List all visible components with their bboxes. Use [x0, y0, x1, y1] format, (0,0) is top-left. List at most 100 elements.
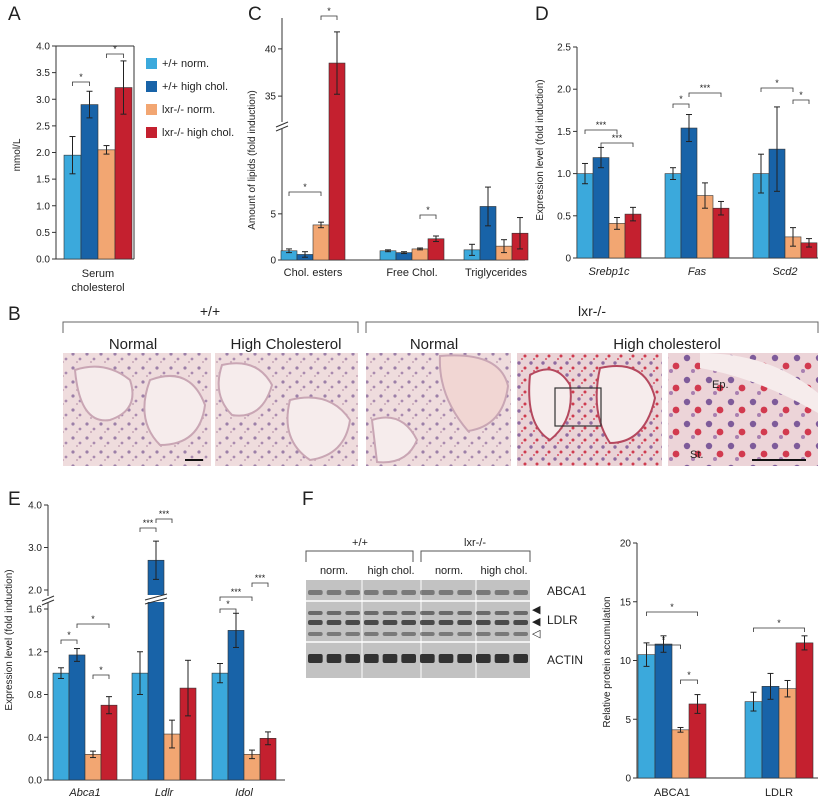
y-tick-label: 0.0 — [28, 776, 42, 787]
blot-band — [420, 654, 435, 663]
scale-bar — [752, 459, 806, 461]
bar — [211, 672, 229, 781]
significance-label: * — [662, 635, 666, 645]
significance-bracket — [600, 142, 634, 147]
bar — [795, 642, 814, 779]
blot-band — [420, 590, 435, 595]
legend: +/+ norm. +/+ high chol. lxr-/- norm. lx… — [146, 58, 234, 139]
blot-band — [382, 632, 398, 636]
significance-label: *** — [231, 587, 242, 597]
blot-band — [513, 632, 528, 636]
label-wt-high: High Cholesterol — [231, 336, 342, 353]
blot-band — [345, 620, 360, 625]
axis-break-mark — [275, 125, 289, 132]
blot-band — [308, 620, 323, 625]
blot-band — [457, 632, 472, 636]
blot-band — [326, 611, 342, 615]
y-tick-label: 0 — [565, 254, 571, 265]
blot-band — [494, 632, 510, 636]
significance-bracket — [680, 679, 698, 684]
blot-band — [476, 620, 491, 625]
significance-bracket — [646, 611, 698, 616]
significance-bracket — [760, 87, 794, 92]
significance-bracket — [219, 608, 237, 613]
blot-band — [401, 611, 416, 615]
blot-band — [438, 620, 454, 625]
blot-band — [457, 654, 472, 663]
significance-label: * — [226, 599, 230, 609]
blot-band — [308, 590, 323, 595]
significance-label: * — [799, 90, 803, 100]
band-label-actin: ACTIN — [547, 653, 583, 667]
significance-label: * — [79, 72, 83, 82]
blot-band — [513, 590, 528, 595]
blot-band — [476, 654, 491, 663]
blot-band — [345, 611, 360, 615]
significance-bracket — [419, 214, 437, 219]
group-label-wt: +/+ — [200, 303, 220, 319]
blot-band — [457, 590, 472, 595]
bar-break-mark — [144, 597, 168, 605]
category-label: cholesterol — [71, 282, 124, 294]
axis-break-mark — [275, 121, 289, 128]
open-arrow-icon: ◁ — [532, 628, 541, 640]
y-tick-label: 2.5 — [36, 121, 50, 132]
bar — [84, 754, 102, 781]
y-tick-label: 1.6 — [28, 605, 42, 616]
y-tick-label: 1.0 — [557, 169, 571, 180]
y-tick-label: 0 — [270, 256, 276, 267]
blot-band — [457, 620, 472, 625]
lumen-shape — [700, 353, 818, 413]
blot-sub-wt-normal: norm. — [320, 565, 348, 577]
blot-group-wt: +/+ — [352, 537, 368, 549]
panel-label-b: B — [8, 304, 21, 325]
blot-band — [364, 632, 379, 636]
blot-band — [382, 611, 398, 615]
y-tick-label: 5 — [625, 715, 631, 726]
axis-break-mark — [41, 595, 55, 602]
category-label: Ldlr — [155, 787, 175, 799]
bar — [52, 672, 70, 781]
blot-band — [476, 590, 491, 595]
category-label: LDLR — [765, 787, 793, 799]
bracket-lxr — [365, 321, 819, 333]
blot-band — [364, 590, 379, 595]
panel-label-f: F — [302, 489, 314, 510]
bar — [312, 224, 330, 261]
significance-bracket — [139, 527, 157, 532]
blot-band — [494, 620, 510, 625]
category-label: Chol. esters — [284, 267, 343, 279]
panel-label-c: C — [248, 4, 262, 25]
blot-band — [438, 632, 454, 636]
significance-label: * — [99, 665, 103, 675]
y-tick-label: 0.0 — [36, 255, 50, 266]
blot-band — [364, 620, 379, 625]
significance-label: * — [775, 78, 779, 88]
western-blot: +/+ lxr-/- norm. high chol. norm. high c… — [305, 537, 587, 678]
y-tick-label: 15 — [620, 597, 632, 608]
significance-label: * — [91, 614, 95, 624]
panel-label-a: A — [8, 4, 21, 25]
blot-band — [308, 632, 323, 636]
y-axis-title: Amount of lipids (fold induction) — [247, 90, 258, 230]
significance-label: *** — [596, 120, 607, 130]
significance-label: *** — [159, 509, 170, 519]
significance-bracket — [288, 191, 322, 196]
blot-band — [513, 654, 528, 663]
blot-sub-lxr-normal: norm. — [435, 565, 463, 577]
bar — [227, 630, 245, 781]
bar — [147, 559, 165, 781]
significance-label: *** — [255, 573, 266, 583]
bar — [576, 173, 594, 259]
y-tick-label: 1.0 — [36, 201, 50, 212]
legend-label-wt-high: +/+ high chol. — [162, 81, 228, 93]
axis-break-gap — [276, 122, 288, 129]
blot-membrane — [306, 580, 530, 678]
bar-break-mark — [144, 593, 168, 601]
blot-band — [382, 620, 398, 625]
label-wt-normal: Normal — [109, 336, 157, 353]
lumen-shape — [370, 416, 419, 464]
significance-bracket — [646, 644, 681, 649]
y-axis-title: Relative protein accumulation — [602, 596, 613, 727]
